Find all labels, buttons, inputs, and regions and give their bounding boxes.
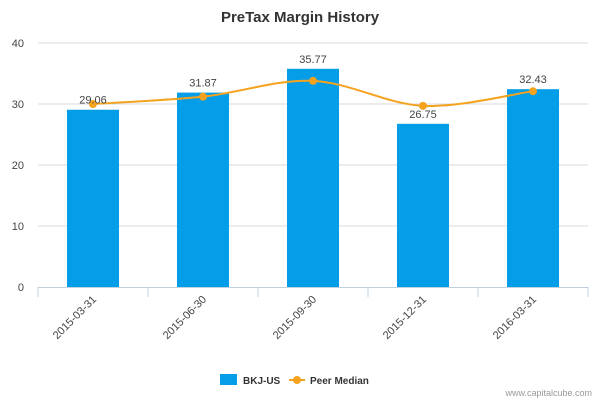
- x-tick-label: 2015-06-30: [161, 294, 209, 342]
- bar[interactable]: [67, 109, 119, 287]
- chart-title: PreTax Margin History: [221, 9, 380, 26]
- bar[interactable]: [177, 92, 229, 287]
- legend-line-label: Peer Median: [310, 376, 369, 387]
- x-axis: 2015-03-31 2015-06-30 2015-09-30 2015-12-31…: [37, 287, 589, 342]
- x-tick-label: 2015-03-31: [51, 294, 99, 342]
- line-series: [89, 76, 537, 110]
- y-tick-label: 30: [12, 99, 24, 111]
- y-tick-label: 20: [12, 160, 24, 172]
- bar[interactable]: [287, 68, 339, 287]
- bar-data-label: 31.87: [189, 78, 217, 90]
- line-point[interactable]: [199, 92, 207, 101]
- data-labels: 29.06 31.87 35.77 26.75 32.43: [79, 54, 547, 121]
- bar-series: [67, 68, 559, 287]
- y-axis-ticks: 0 10 20 30 40: [12, 38, 24, 294]
- legend-bar-swatch: [220, 374, 237, 385]
- bar-data-label: 26.75: [409, 109, 437, 121]
- legend-line-marker: [293, 376, 301, 384]
- legend-item-bar[interactable]: BKJ-US: [220, 374, 281, 387]
- legend[interactable]: BKJ-US Peer Median: [220, 374, 369, 387]
- y-tick-label: 10: [12, 221, 24, 233]
- x-tick-label: 2015-09-30: [271, 294, 319, 342]
- legend-bar-label: BKJ-US: [243, 376, 281, 387]
- line-point[interactable]: [419, 101, 427, 110]
- line-point[interactable]: [529, 87, 537, 96]
- bar-data-label: 35.77: [299, 54, 327, 66]
- x-tick-label: 2015-12-31: [381, 294, 429, 342]
- legend-item-line[interactable]: Peer Median: [289, 376, 369, 387]
- y-tick-label: 40: [12, 38, 24, 50]
- bar[interactable]: [397, 123, 449, 287]
- credit-text: www.capitalcube.com: [504, 388, 592, 398]
- bar[interactable]: [507, 89, 559, 287]
- line-point[interactable]: [309, 76, 317, 85]
- y-tick-label: 0: [18, 282, 24, 294]
- bar-data-label: 32.43: [519, 74, 547, 86]
- x-tick-label: 2016-03-31: [491, 294, 539, 342]
- line-point[interactable]: [89, 100, 97, 108]
- bar-data-label: 29.06: [79, 95, 107, 107]
